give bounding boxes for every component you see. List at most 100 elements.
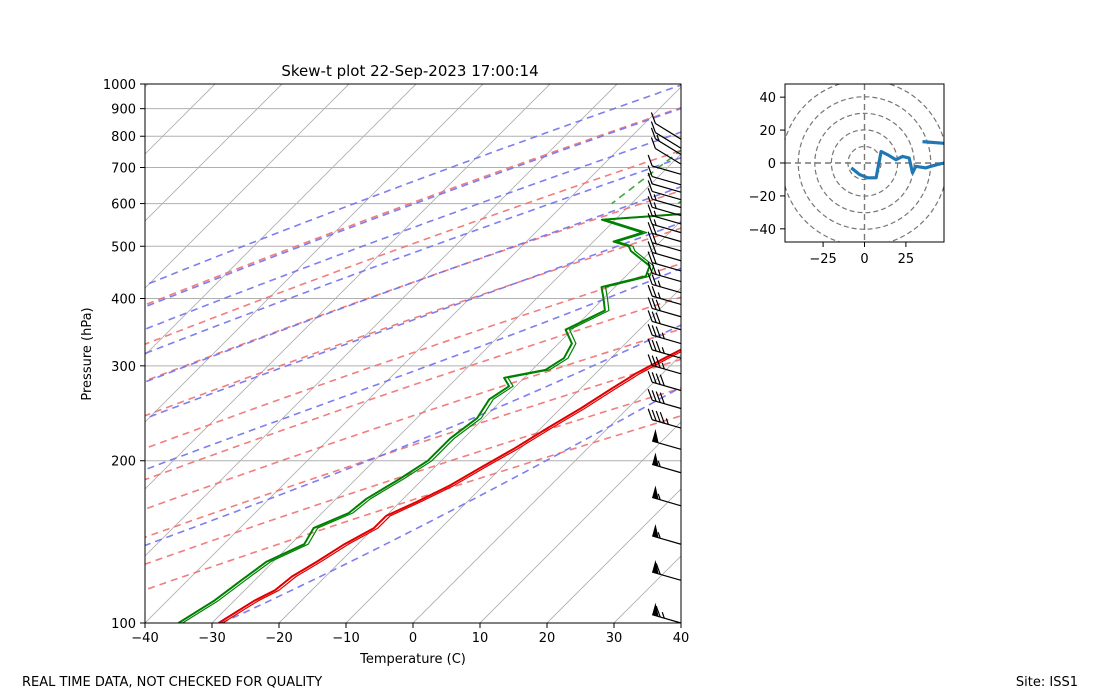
dewpoint-profile [177,213,681,623]
isotherm-line [145,84,350,289]
wind-barb [647,408,682,429]
wind-barb [647,262,682,283]
y-tick-label: 800 [111,130,136,145]
x-tick-label: 0 [409,631,417,646]
wind-barb [647,188,682,209]
skewt-ticks: −40 −30 −20 −10 0 10 20 30 40 100 200 300 400 500 600 7… [103,78,689,646]
hodograph-rings [785,84,944,242]
isotherm-line [145,84,484,423]
hodograph-ticks: −25 0 25 40 20 0 −20 −40 [749,91,915,267]
y-tick-label: 100 [111,617,136,632]
isotherm-line [211,153,681,623]
wind-barb [647,273,682,294]
skewt-profiles [177,213,681,623]
x-tick-label: 10 [472,631,489,646]
wind-barb [647,204,682,225]
hodo-x-tick-label: 25 [898,252,915,267]
moist-adiabat [145,84,681,287]
y-tick-label: 700 [111,161,136,176]
moist-adiabat [145,324,681,547]
hodo-y-tick-label: 20 [759,124,776,139]
isotherm-line [412,354,681,623]
wind-barb [647,338,682,359]
wind-barb [652,485,682,507]
mixing-ratio-line [943,84,1100,204]
hodograph-ring [814,112,915,214]
hodo-y-tick-label: 40 [759,91,776,106]
wind-barb [650,121,682,149]
mixing-ratio-line [611,149,681,205]
skewt-title: Skew-t plot 22-Sep-2023 17:00:14 [281,62,538,80]
wind-barb [647,297,682,318]
wind-barb [652,602,682,624]
wind-barb [652,429,682,450]
x-tick-label: 20 [539,631,556,646]
moist-adiabat [221,386,681,623]
hodo-y-tick-label: −20 [749,190,776,205]
hodograph-panel: −25 0 25 40 20 0 −20 −40 [749,83,945,267]
wind-barb [647,165,682,186]
y-tick-label: 600 [111,198,136,213]
wind-barb [647,241,682,262]
hodograph-trace [850,140,944,180]
x-tick-label: 40 [673,631,690,646]
moist-adiabat [145,267,681,471]
isotherm-line [145,84,551,490]
x-tick-label: −10 [332,631,359,646]
wind-barb [647,231,682,252]
wind-barb [647,172,682,193]
dry-adiabat [145,387,681,566]
x-tick-label: 30 [606,631,623,646]
wind-barb [647,251,682,272]
wind-barbs [647,112,682,624]
wind-barb [647,310,682,331]
moist-adiabat [145,185,681,383]
quality-disclaimer: REAL TIME DATA, NOT CHECKED FOR QUALITY [22,675,322,690]
temperature-profile [218,348,681,623]
dewpoint-profile-secondary [182,213,681,623]
wind-barb [650,112,682,140]
wind-barb [647,370,682,392]
site-label: Site: ISS1 [1016,675,1078,690]
isotherm-line [479,421,681,623]
skewt-background-lines [145,84,1100,623]
hodograph-wind-trace [922,140,944,145]
hodo-y-tick-label: −40 [749,223,776,238]
wind-barb [652,452,682,474]
wind-barb [652,560,682,581]
y-tick-label: 500 [111,240,136,255]
isotherm-line [145,84,283,222]
y-tick-label: 900 [111,103,136,118]
y-tick-label: 300 [111,360,136,375]
hodo-x-tick-label: 0 [860,252,868,267]
temperature-profile-secondary [222,351,681,623]
y-tick-label: 400 [111,292,136,307]
wind-barb [647,284,682,305]
x-tick-label: −30 [198,631,225,646]
wind-barb [650,137,682,165]
wind-barb [647,222,682,243]
wind-barb [647,354,682,375]
isotherm-line [145,84,618,557]
mixing-ratio-line [920,84,1094,204]
x-tick-label: −20 [265,631,292,646]
wind-barb [647,196,682,217]
wind-barb [650,127,682,155]
hodo-y-tick-label: 0 [768,157,776,172]
dry-adiabat [145,189,681,382]
dry-adiabat [145,328,681,510]
x-tick-label: −40 [131,631,158,646]
wind-barb [647,324,682,345]
x-axis-label: Temperature (C) [359,652,466,667]
dry-adiabat [145,262,681,450]
wind-barb [647,154,682,175]
y-tick-label: 200 [111,455,136,470]
y-axis-label: Pressure (hPa) [80,307,95,400]
y-tick-label: 1000 [103,78,136,93]
hodograph-wind-trace [850,149,944,180]
wind-barb [647,180,682,201]
hodo-x-tick-label: −25 [809,252,836,267]
wind-barb [647,389,682,410]
wind-barb [652,523,682,545]
